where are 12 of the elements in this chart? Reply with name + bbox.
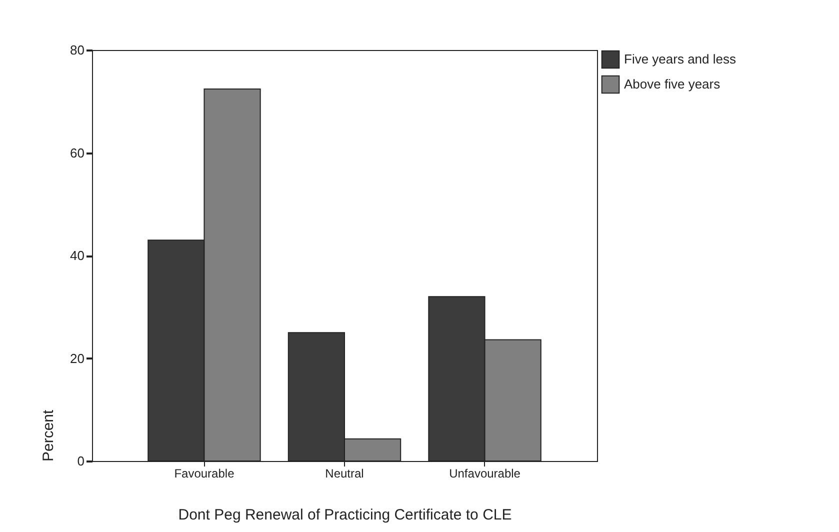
x-tick-label: Favourable <box>174 466 235 480</box>
x-axis-title: Dont Peg Renewal of Practicing Certificate to CLE <box>178 506 512 524</box>
legend-label: Five years and less <box>624 52 736 66</box>
y-tick-label: 0 <box>77 454 84 468</box>
x-tick-label: Unfavourable <box>449 466 521 480</box>
legend-label: Above five years <box>624 76 721 92</box>
y-tick-label: 80 <box>70 42 84 58</box>
x-tick-label: Neutral <box>325 466 364 480</box>
y-axis-title: Percent <box>40 408 58 462</box>
y-tick-label: 40 <box>70 248 84 263</box>
y-tick-label: 20 <box>70 350 84 366</box>
y-tick-label: 60 <box>70 145 84 160</box>
